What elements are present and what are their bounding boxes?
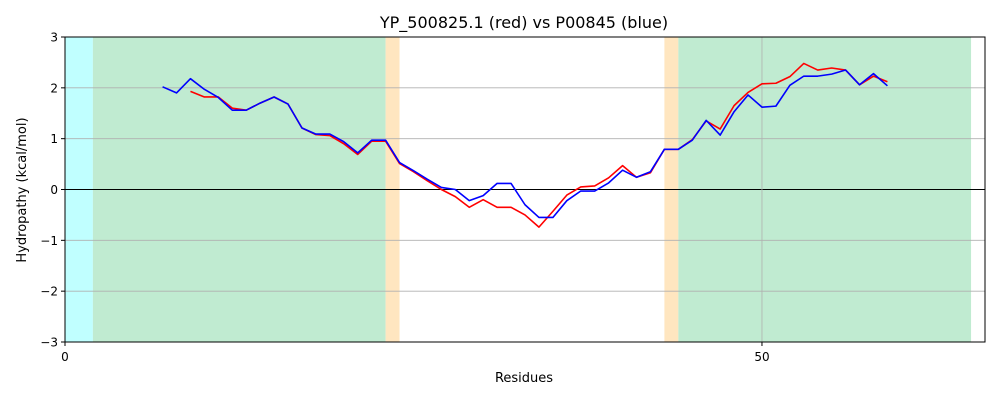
y-tick-label: −2 (40, 285, 58, 299)
y-tick-label: 1 (50, 132, 58, 146)
chart-title: YP_500825.1 (red) vs P00845 (blue) (379, 13, 668, 33)
y-tick-label: 2 (50, 81, 58, 95)
x-tick-label: 0 (61, 350, 69, 364)
axes: −3 −2 −1 0 1 2 3 0 50 (40, 31, 986, 364)
x-axis-label: Residues (495, 371, 553, 386)
y-tick-label: −1 (40, 234, 58, 248)
series-line-blue (162, 69, 888, 219)
y-tick-label: 0 (50, 183, 58, 197)
series-lines (162, 62, 888, 228)
x-tick-label: 50 (754, 350, 769, 364)
y-tick-label: 3 (50, 31, 58, 45)
y-axis-label: Hydropathy (kcal/mol) (15, 117, 30, 262)
y-tick-label: −3 (40, 336, 58, 350)
